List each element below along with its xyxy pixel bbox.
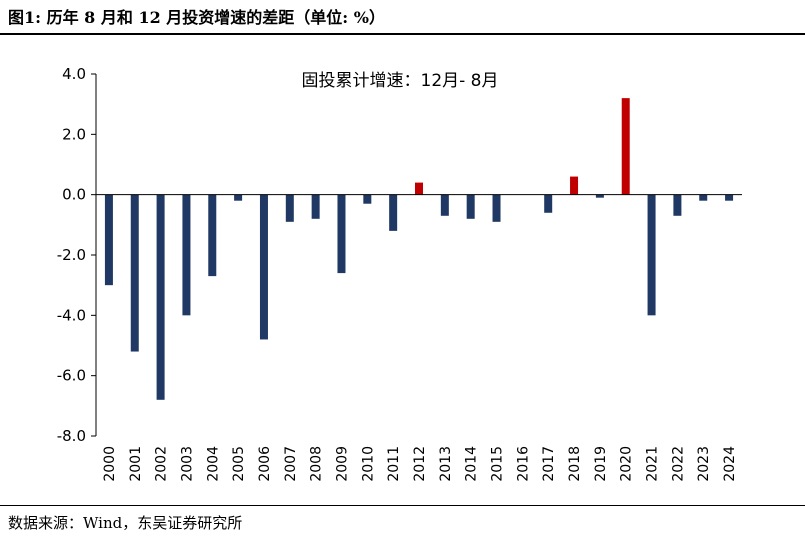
bar [130,194,139,352]
x-tick-label: 2006 [257,446,273,482]
x-tick-label: 2023 [696,446,712,482]
x-tick-label: 2017 [541,446,557,482]
x-tick-label: 2018 [567,446,583,482]
bar [699,194,708,201]
top-rule [0,33,805,35]
x-tick-label: 2020 [619,446,635,482]
bar [104,194,113,286]
x-tick-label: 2003 [179,446,195,482]
y-tick-label: 2.0 [62,125,86,143]
y-tick-label: 0.0 [62,186,86,204]
bar [389,194,398,231]
x-tick-label: 2008 [309,446,325,482]
x-tick-label: 2013 [438,446,454,482]
plot-area: 4.0 2.0 0.0 -2.0 -4.0 -6.0 -8.0 2000 2001 2002 200… [57,65,742,482]
bar [156,194,165,400]
bar [647,194,656,316]
bar [440,194,449,216]
x-tick-label: 2007 [283,446,299,482]
x-tick-label: 2011 [386,446,402,482]
bottom-rule [0,505,805,506]
bar [725,194,734,201]
x-tick-label: 2014 [464,446,480,482]
bar [259,194,268,340]
bar [285,194,294,222]
figure-source: 数据来源：Wind，东吴证券研究所 [8,514,243,532]
bar [234,194,243,201]
bar [337,194,346,274]
x-tick-label: 2002 [154,446,170,482]
bar [208,194,217,277]
x-tick-label: 2004 [205,446,221,482]
bar [182,194,191,316]
x-tick-label: 2005 [231,446,247,482]
bar [673,194,682,216]
x-tick-label: 2010 [360,446,376,482]
bar [363,194,372,204]
bar [415,182,423,195]
x-tick-label: 2016 [515,446,531,482]
bar [570,176,579,195]
x-tick-label: 2021 [645,446,661,482]
x-tick-label: 2022 [670,446,686,482]
y-tick-label: -2.0 [57,246,86,264]
y-tick-label: 4.0 [62,65,86,83]
x-tick-label: 2001 [128,446,144,482]
bar-chart: 固投累计增速：12月- 8月 4.0 2.0 0.0 -2.0 -4.0 -6.0 -8.0… [57,65,742,482]
bar [621,98,630,195]
y-tick-label: -8.0 [57,427,86,445]
figure-title: 图1: 历年 8 月和 12 月投资增速的差距（单位: %） [8,8,385,27]
bar [311,194,320,219]
x-tick-label: 2024 [722,446,738,482]
x-tick-label: 2009 [334,446,350,482]
x-tick-label: 2015 [490,446,506,482]
y-tick-label: -6.0 [57,367,86,385]
bar [544,194,553,213]
bar [595,194,604,198]
bar [492,194,501,222]
chart-annotation: 固投累计增速：12月- 8月 [302,71,499,91]
x-tick-label: 2012 [412,446,428,482]
x-tick-label: 2000 [102,446,118,482]
bar [466,194,475,219]
x-tick-label: 2019 [593,446,609,482]
y-tick-label: -4.0 [57,306,86,324]
